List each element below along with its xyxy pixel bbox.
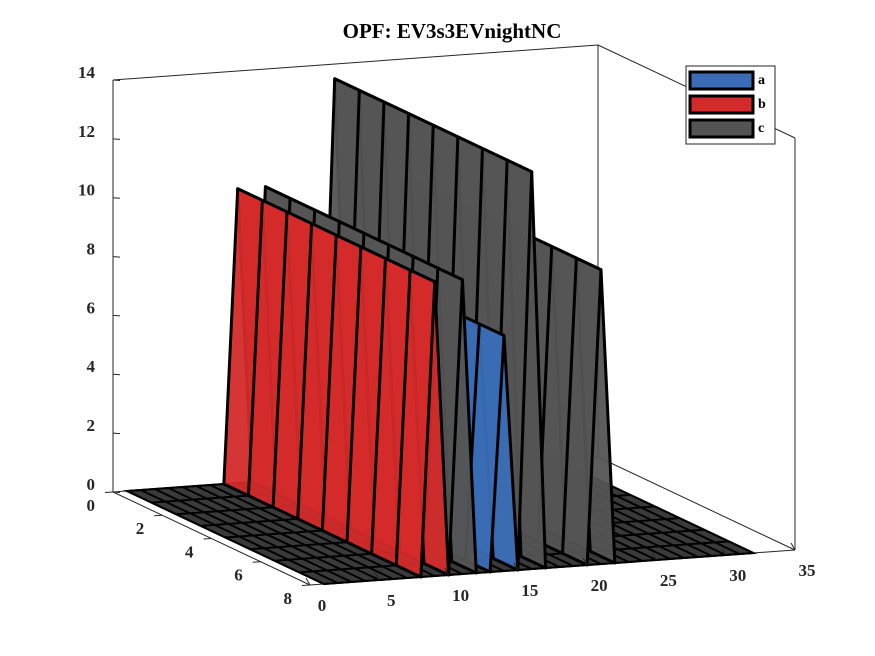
x-tick [721, 547, 727, 556]
z-tick-label: 10 [78, 181, 95, 200]
y-tick-label: 6 [234, 566, 243, 585]
surface-rib [561, 258, 578, 554]
y-tick-label: 4 [185, 542, 194, 561]
z-tick-label: 12 [78, 122, 95, 141]
z-tick-label: 4 [87, 357, 96, 376]
y-tick-label: 2 [136, 519, 145, 538]
legend-swatch [688, 70, 755, 91]
legend-swatch [688, 94, 755, 115]
x-tick [444, 567, 450, 576]
legend-swatch [688, 118, 755, 139]
surface-rib [271, 211, 289, 508]
z-tick-label: 8 [87, 239, 96, 258]
x-tick-label: 5 [387, 591, 396, 610]
y-tick [154, 514, 163, 517]
x-tick [374, 572, 380, 581]
z-tick [112, 314, 121, 317]
surface-rib [296, 223, 314, 519]
x-tick-label: 20 [591, 576, 608, 595]
legend-label: c [758, 121, 764, 136]
surface-rib [345, 246, 363, 543]
chart-title: OPF: EV3s3EVnightNC [343, 19, 562, 43]
x-tick [651, 552, 657, 561]
y-tick [301, 584, 311, 586]
x-tick-label: 25 [660, 571, 677, 590]
z-tick [112, 79, 121, 81]
x-tick-label: 15 [521, 581, 538, 600]
z-tick [112, 373, 121, 376]
x-tick [305, 577, 311, 586]
floor-grid [323, 552, 754, 585]
z-tick-label: 14 [78, 63, 96, 82]
y-tick [252, 561, 261, 563]
legend-label: b [758, 97, 766, 112]
z-tick-label: 6 [87, 298, 96, 317]
y-tick-label: 8 [284, 589, 293, 608]
x-tick-label: 35 [799, 561, 816, 580]
legend-label: a [758, 73, 765, 88]
z-tick-label: 0 [87, 475, 96, 494]
axis-line [597, 456, 796, 551]
x-tick [790, 542, 796, 551]
z-tick [112, 197, 121, 199]
surface-rib [320, 235, 338, 531]
surface-rib [246, 200, 264, 496]
z-tick [112, 491, 121, 493]
z-tick [112, 256, 121, 258]
x-tick [513, 562, 519, 571]
x-tick-label: 10 [452, 586, 469, 605]
x-tick-label: 0 [318, 596, 327, 615]
surface-rib [370, 258, 387, 554]
z-tick [112, 432, 121, 435]
surface-rib [394, 270, 412, 566]
x-tick-label: 30 [729, 566, 746, 585]
y-tick [203, 538, 212, 540]
z-tick-label: 2 [87, 416, 96, 435]
y-tick [104, 491, 114, 493]
axis-line [112, 44, 599, 81]
y-tick-label: 0 [87, 496, 96, 515]
x-tick [582, 557, 588, 566]
z-tick [112, 138, 121, 140]
